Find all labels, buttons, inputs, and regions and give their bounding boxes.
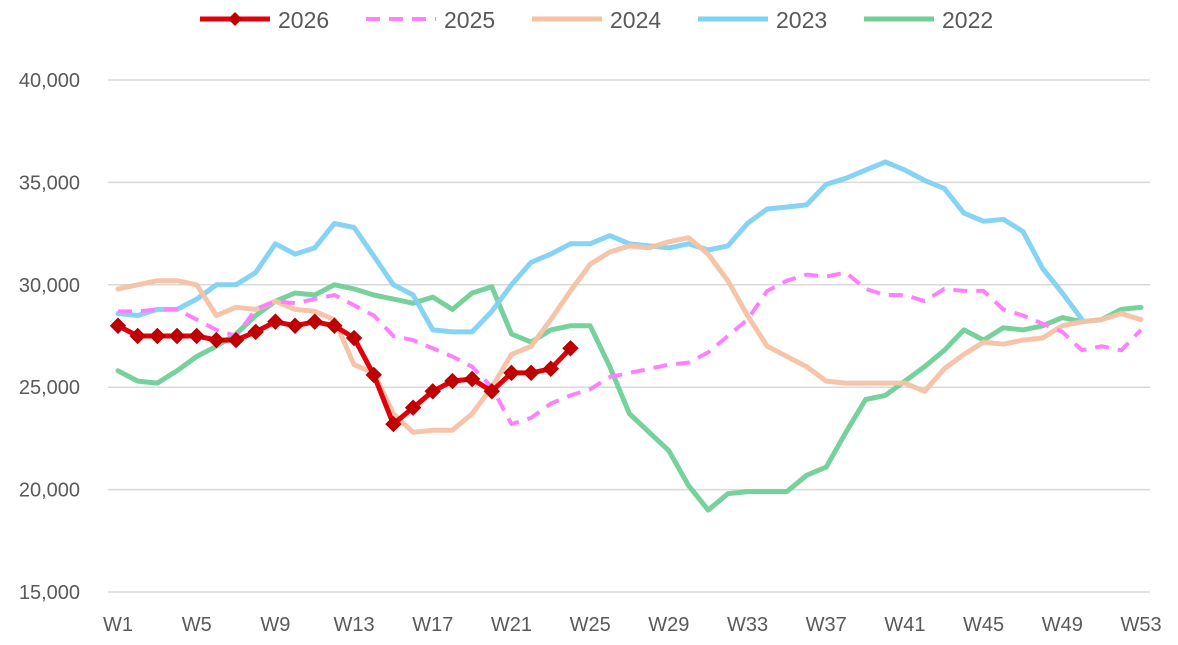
data-point-2026 [227, 331, 245, 349]
data-point-2026 [404, 399, 422, 416]
data-point-2026 [109, 317, 127, 334]
series-lines [109, 159, 1144, 513]
data-point-2026 [247, 323, 264, 341]
legend: 2026 2025 2024 2023 2022 [200, 7, 993, 33]
data-point-2026 [444, 372, 461, 390]
legend-label: 2022 [942, 7, 993, 33]
y-tick-label: 35,000 [19, 172, 80, 194]
legend-label: 2025 [444, 7, 495, 33]
legend-label: 2023 [776, 7, 827, 33]
y-axis-tick-labels: 15,000 20,000 25,000 30,000 35,000 40,000 [19, 70, 80, 604]
series-line-2022 [115, 282, 1144, 513]
data-point-2026 [326, 317, 343, 334]
y-tick-label: 20,000 [19, 480, 80, 502]
data-point-2026 [424, 383, 441, 400]
data-point-2026 [522, 364, 540, 382]
y-tick-label: 40,000 [19, 70, 80, 92]
data-point-2026 [149, 327, 166, 345]
legend-item-2022: 2022 [864, 7, 993, 33]
x-tick-label: W41 [884, 614, 925, 636]
x-tick-label: W29 [648, 614, 689, 636]
data-point-2026 [503, 364, 520, 382]
data-point-2026 [385, 415, 402, 433]
data-point-2026 [562, 340, 579, 357]
x-tick-label: W33 [727, 614, 768, 636]
x-tick-label: W13 [334, 614, 375, 636]
x-axis-tick-labels: W1 W5 W9 W13 W17 W21 W25 W29 W33 W37 W41 W45 W49 W53 [103, 614, 1162, 636]
legend-item-2023: 2023 [698, 7, 827, 33]
x-tick-label: W21 [491, 614, 532, 636]
data-point-2026 [542, 360, 560, 377]
x-tick-label: W25 [570, 614, 611, 636]
gridlines [108, 79, 1150, 593]
series-line-2024 [115, 235, 1144, 435]
x-tick-label: W9 [260, 614, 290, 636]
x-tick-label: W53 [1120, 614, 1161, 636]
series-line-2023 [115, 159, 1085, 335]
legend-item-2026: 2026 [200, 7, 329, 33]
legend-label: 2026 [278, 7, 329, 33]
data-point-2026 [129, 327, 146, 345]
legend-item-2025: 2025 [366, 7, 495, 33]
x-tick-label: W5 [182, 614, 212, 636]
data-point-2026 [463, 370, 481, 388]
legend-label: 2024 [610, 7, 661, 33]
legend-item-2024: 2024 [532, 7, 661, 33]
x-tick-label: W1 [103, 614, 133, 636]
x-tick-label: W37 [806, 614, 847, 636]
data-point-2026 [267, 313, 284, 330]
legend-marker [228, 12, 242, 26]
x-tick-label: W17 [412, 614, 453, 636]
y-tick-label: 25,000 [19, 377, 80, 399]
series-line-2025 [118, 270, 1143, 427]
data-point-2026 [188, 327, 205, 345]
data-point-2026 [306, 313, 323, 330]
data-point-2026 [208, 331, 225, 349]
data-point-2026 [345, 329, 363, 347]
data-point-2026 [286, 317, 304, 334]
data-point-2026 [483, 383, 500, 400]
y-tick-label: 15,000 [19, 582, 80, 604]
x-tick-label: W45 [963, 614, 1004, 636]
x-tick-label: W49 [1042, 614, 1083, 636]
data-point-2026 [365, 366, 382, 384]
data-point-2026 [168, 327, 186, 345]
y-tick-label: 30,000 [19, 275, 80, 297]
